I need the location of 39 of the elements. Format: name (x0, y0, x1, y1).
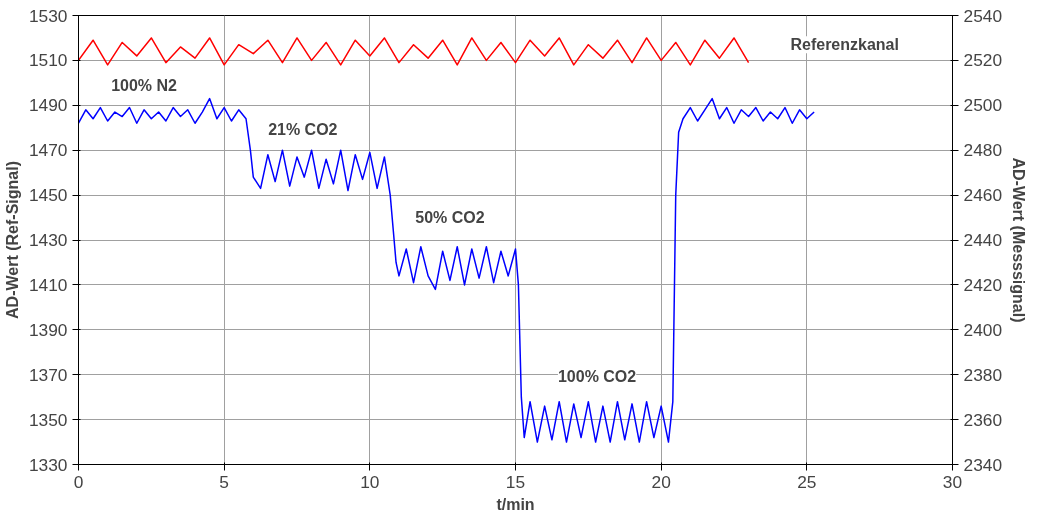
y-tick-label: 1330 (28, 454, 68, 475)
y2-tick-label: 2480 (963, 140, 1003, 161)
y2-axis-title: AD-Wert (Messsignal) (1010, 157, 1028, 323)
y-tick-label: 1450 (28, 185, 68, 206)
annotation: 100% N2 (111, 76, 178, 94)
y-tick-label: 1390 (28, 319, 68, 340)
y2-tick-label: 2520 (963, 50, 1003, 71)
y-axis-title: AD-Wert (Ref-Signal) (3, 161, 21, 319)
y-tick-label: 1430 (28, 230, 68, 250)
y2-tick-label: 2440 (963, 230, 1003, 250)
y-tick-label: 1490 (28, 95, 68, 116)
y2-tick-label: 2540 (963, 5, 1003, 26)
y-tick-label: 1530 (28, 5, 68, 26)
x-tick-label: 0 (73, 471, 84, 492)
y-tick-label: 1350 (28, 409, 68, 430)
y-tick-label: 1510 (28, 50, 68, 71)
y-tick-label: 1470 (28, 140, 68, 161)
x-tick-label: 30 (942, 471, 963, 492)
y2-tick-label: 2400 (963, 319, 1003, 340)
y-tick-label: 1370 (28, 364, 68, 385)
x-tick-label: 5 (219, 471, 229, 492)
x-tick-label: 10 (360, 471, 380, 492)
line-series (78, 97, 815, 443)
y2-tick-label: 2500 (963, 95, 1003, 116)
y-tick-label: 1410 (28, 274, 68, 295)
y2-tick-label: 2420 (963, 274, 1003, 295)
y2-tick-label: 2460 (963, 185, 1003, 206)
y2-tick-label: 2380 (963, 364, 1003, 385)
annotation: 50% CO2 (415, 209, 485, 227)
x-tick-label: 15 (505, 471, 526, 492)
y2-tick-label: 2360 (963, 409, 1003, 430)
x-tick-label: 20 (651, 471, 671, 492)
annotation: 100% CO2 (557, 368, 637, 386)
x-axis-title: t/min (496, 495, 535, 513)
y2-tick-label: 2340 (963, 454, 1003, 475)
x-tick-label: 25 (797, 471, 817, 492)
annotation: Referenzkanal (790, 36, 899, 54)
annotation: 21% CO2 (268, 121, 338, 139)
line-series (78, 37, 750, 66)
